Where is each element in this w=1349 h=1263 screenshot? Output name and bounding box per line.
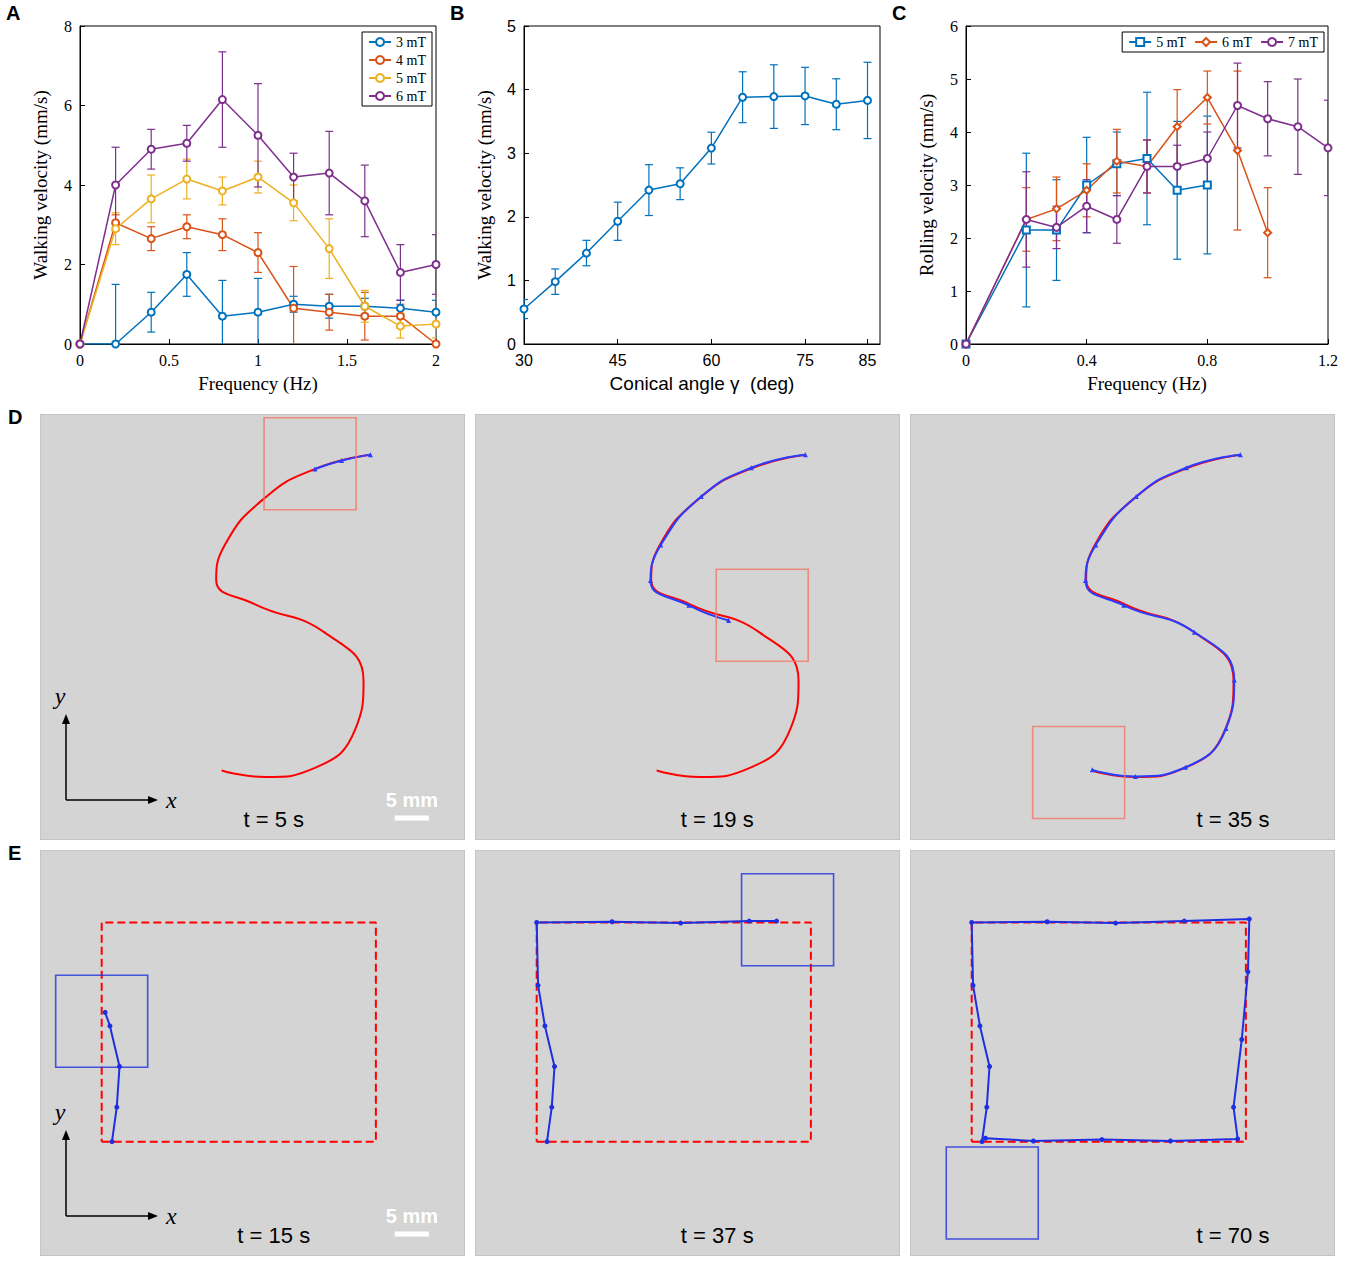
svg-text:t = 70 s: t = 70 s	[1197, 1223, 1270, 1248]
svg-text:5 mT: 5 mT	[396, 71, 426, 86]
svg-text:6: 6	[950, 18, 958, 35]
svg-text:t = 15 s: t = 15 s	[237, 1223, 310, 1248]
svg-text:5 mm: 5 mm	[386, 1205, 438, 1227]
svg-text:6 mT: 6 mT	[1222, 35, 1252, 50]
svg-text:0: 0	[507, 336, 516, 353]
svg-text:3: 3	[507, 145, 516, 162]
svg-text:5 mT: 5 mT	[1156, 35, 1186, 50]
svg-text:0.5: 0.5	[159, 352, 179, 369]
svg-text:7 mT: 7 mT	[1288, 35, 1318, 50]
html-text:E: E	[8, 842, 22, 864]
svg-text:1: 1	[507, 272, 516, 289]
svg-text:Walking velocity (mm/s): Walking velocity (mm/s)	[474, 90, 496, 280]
svg-text:1: 1	[950, 283, 958, 300]
svg-text:6: 6	[64, 97, 72, 114]
svg-text:Conical angle γ (deg): Conical angle γ (deg)	[610, 373, 795, 394]
svg-text:4 mT: 4 mT	[396, 53, 426, 68]
svg-text:85: 85	[859, 352, 877, 369]
svg-text:2: 2	[507, 208, 516, 225]
svg-text:3: 3	[950, 177, 958, 194]
svg-text:0: 0	[64, 336, 72, 353]
svg-text:1: 1	[254, 352, 262, 369]
svg-text:0: 0	[950, 336, 958, 353]
svg-text:Frequency (Hz): Frequency (Hz)	[1087, 373, 1207, 395]
svg-text:0.4: 0.4	[1077, 352, 1097, 369]
svg-text:5 mm: 5 mm	[386, 789, 438, 811]
svg-text:Walking velocity (mm/s): Walking velocity (mm/s)	[30, 90, 52, 280]
svg-text:60: 60	[702, 352, 720, 369]
html-text:D: D	[8, 406, 23, 428]
svg-text:y: y	[53, 1099, 66, 1125]
svg-text:x: x	[165, 1203, 177, 1229]
svg-text:Frequency (Hz): Frequency (Hz)	[198, 373, 318, 395]
html-text:A: A	[6, 2, 21, 24]
svg-text:t = 35 s: t = 35 s	[1197, 807, 1270, 832]
svg-text:75: 75	[796, 352, 814, 369]
svg-text:8: 8	[64, 18, 72, 35]
svg-text:t = 5 s: t = 5 s	[243, 807, 304, 832]
svg-text:1.2: 1.2	[1318, 352, 1338, 369]
svg-text:0: 0	[76, 352, 84, 369]
html-text:C: C	[892, 2, 907, 24]
svg-text:2: 2	[432, 352, 440, 369]
svg-text:4: 4	[507, 81, 516, 98]
svg-text:1.5: 1.5	[337, 352, 357, 369]
svg-text:y: y	[53, 683, 66, 709]
svg-text:t = 19 s: t = 19 s	[681, 807, 754, 832]
svg-text:4: 4	[64, 177, 72, 194]
svg-text:2: 2	[950, 230, 958, 247]
svg-text:5: 5	[950, 71, 958, 88]
svg-text:3 mT: 3 mT	[396, 35, 426, 50]
svg-text:5: 5	[507, 18, 516, 35]
svg-text:45: 45	[609, 352, 627, 369]
svg-text:0: 0	[962, 352, 970, 369]
svg-text:2: 2	[64, 256, 72, 273]
svg-text:6 mT: 6 mT	[396, 89, 426, 104]
svg-text:t = 37 s: t = 37 s	[681, 1223, 754, 1248]
svg-text:4: 4	[950, 124, 958, 141]
svg-text:x: x	[165, 787, 177, 813]
svg-text:Rolling velocity (mm/s): Rolling velocity (mm/s)	[916, 94, 938, 277]
svg-text:0.8: 0.8	[1197, 352, 1217, 369]
html-text:B: B	[450, 2, 465, 24]
svg-text:30: 30	[515, 352, 533, 369]
